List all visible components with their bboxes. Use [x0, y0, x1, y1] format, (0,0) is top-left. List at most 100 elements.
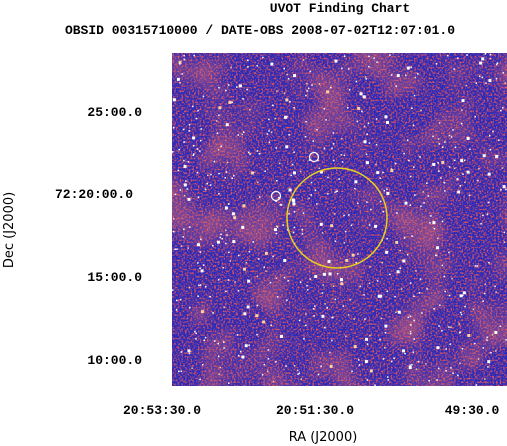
star [238, 84, 242, 88]
star [495, 63, 498, 66]
star [436, 346, 440, 350]
star [495, 291, 497, 293]
star [403, 237, 406, 239]
star [186, 188, 189, 190]
star [191, 367, 193, 369]
star [362, 95, 366, 99]
star [427, 195, 430, 197]
star [457, 178, 459, 181]
star [270, 62, 274, 66]
star [225, 89, 227, 92]
star [332, 143, 335, 145]
star [233, 175, 235, 177]
star [341, 67, 343, 70]
star [389, 273, 391, 276]
star [218, 373, 220, 376]
star [482, 300, 484, 302]
star [312, 140, 315, 142]
star [443, 181, 446, 184]
star [354, 187, 356, 190]
star [440, 177, 442, 179]
star [256, 304, 259, 307]
star [402, 259, 406, 263]
star [502, 72, 505, 74]
star [307, 289, 309, 291]
star [368, 55, 370, 58]
star [441, 329, 443, 332]
star [219, 236, 221, 239]
star [316, 203, 318, 205]
star [197, 196, 200, 198]
star [314, 305, 316, 307]
star [237, 290, 240, 292]
star [451, 277, 453, 280]
star [286, 73, 288, 76]
star [237, 354, 240, 357]
star [450, 136, 453, 138]
star [317, 159, 319, 162]
star [275, 232, 278, 235]
star [505, 188, 507, 191]
star [466, 136, 470, 140]
star [438, 170, 440, 172]
star [197, 295, 199, 298]
star [270, 131, 273, 133]
star [304, 135, 307, 138]
star [415, 270, 417, 272]
star [489, 57, 491, 60]
star [365, 78, 367, 80]
star [217, 355, 220, 358]
star [225, 229, 227, 232]
star [318, 83, 321, 85]
star [368, 142, 371, 144]
star [321, 292, 324, 294]
star [196, 243, 200, 247]
star [494, 285, 496, 288]
star [327, 176, 329, 179]
star [417, 360, 420, 363]
star [185, 180, 187, 182]
star [384, 331, 387, 334]
star [437, 367, 440, 370]
star [478, 75, 481, 77]
star [179, 298, 182, 301]
star [180, 245, 183, 247]
star [459, 294, 463, 298]
star [218, 86, 220, 89]
star [366, 201, 368, 203]
star [409, 175, 412, 178]
star [383, 190, 386, 192]
star [192, 136, 196, 140]
star [279, 334, 283, 338]
star [256, 150, 259, 152]
star [448, 251, 450, 254]
star [404, 352, 406, 355]
star [269, 281, 272, 284]
star [331, 147, 333, 149]
star [481, 57, 485, 61]
star [188, 124, 191, 126]
star [419, 156, 421, 158]
star [448, 294, 451, 297]
star [406, 66, 410, 70]
star [276, 90, 278, 92]
star [363, 294, 365, 296]
star [178, 60, 182, 64]
star [413, 295, 415, 298]
star [346, 106, 349, 109]
star [215, 120, 218, 122]
star [299, 281, 302, 284]
star [436, 246, 440, 250]
star [464, 181, 466, 184]
star [173, 218, 175, 220]
star [389, 54, 391, 56]
star [298, 319, 301, 322]
star [320, 365, 322, 367]
star [267, 358, 270, 360]
star [401, 349, 405, 353]
star [483, 292, 486, 295]
star [195, 332, 198, 335]
star [332, 132, 335, 134]
star [488, 79, 492, 83]
star [216, 132, 219, 134]
